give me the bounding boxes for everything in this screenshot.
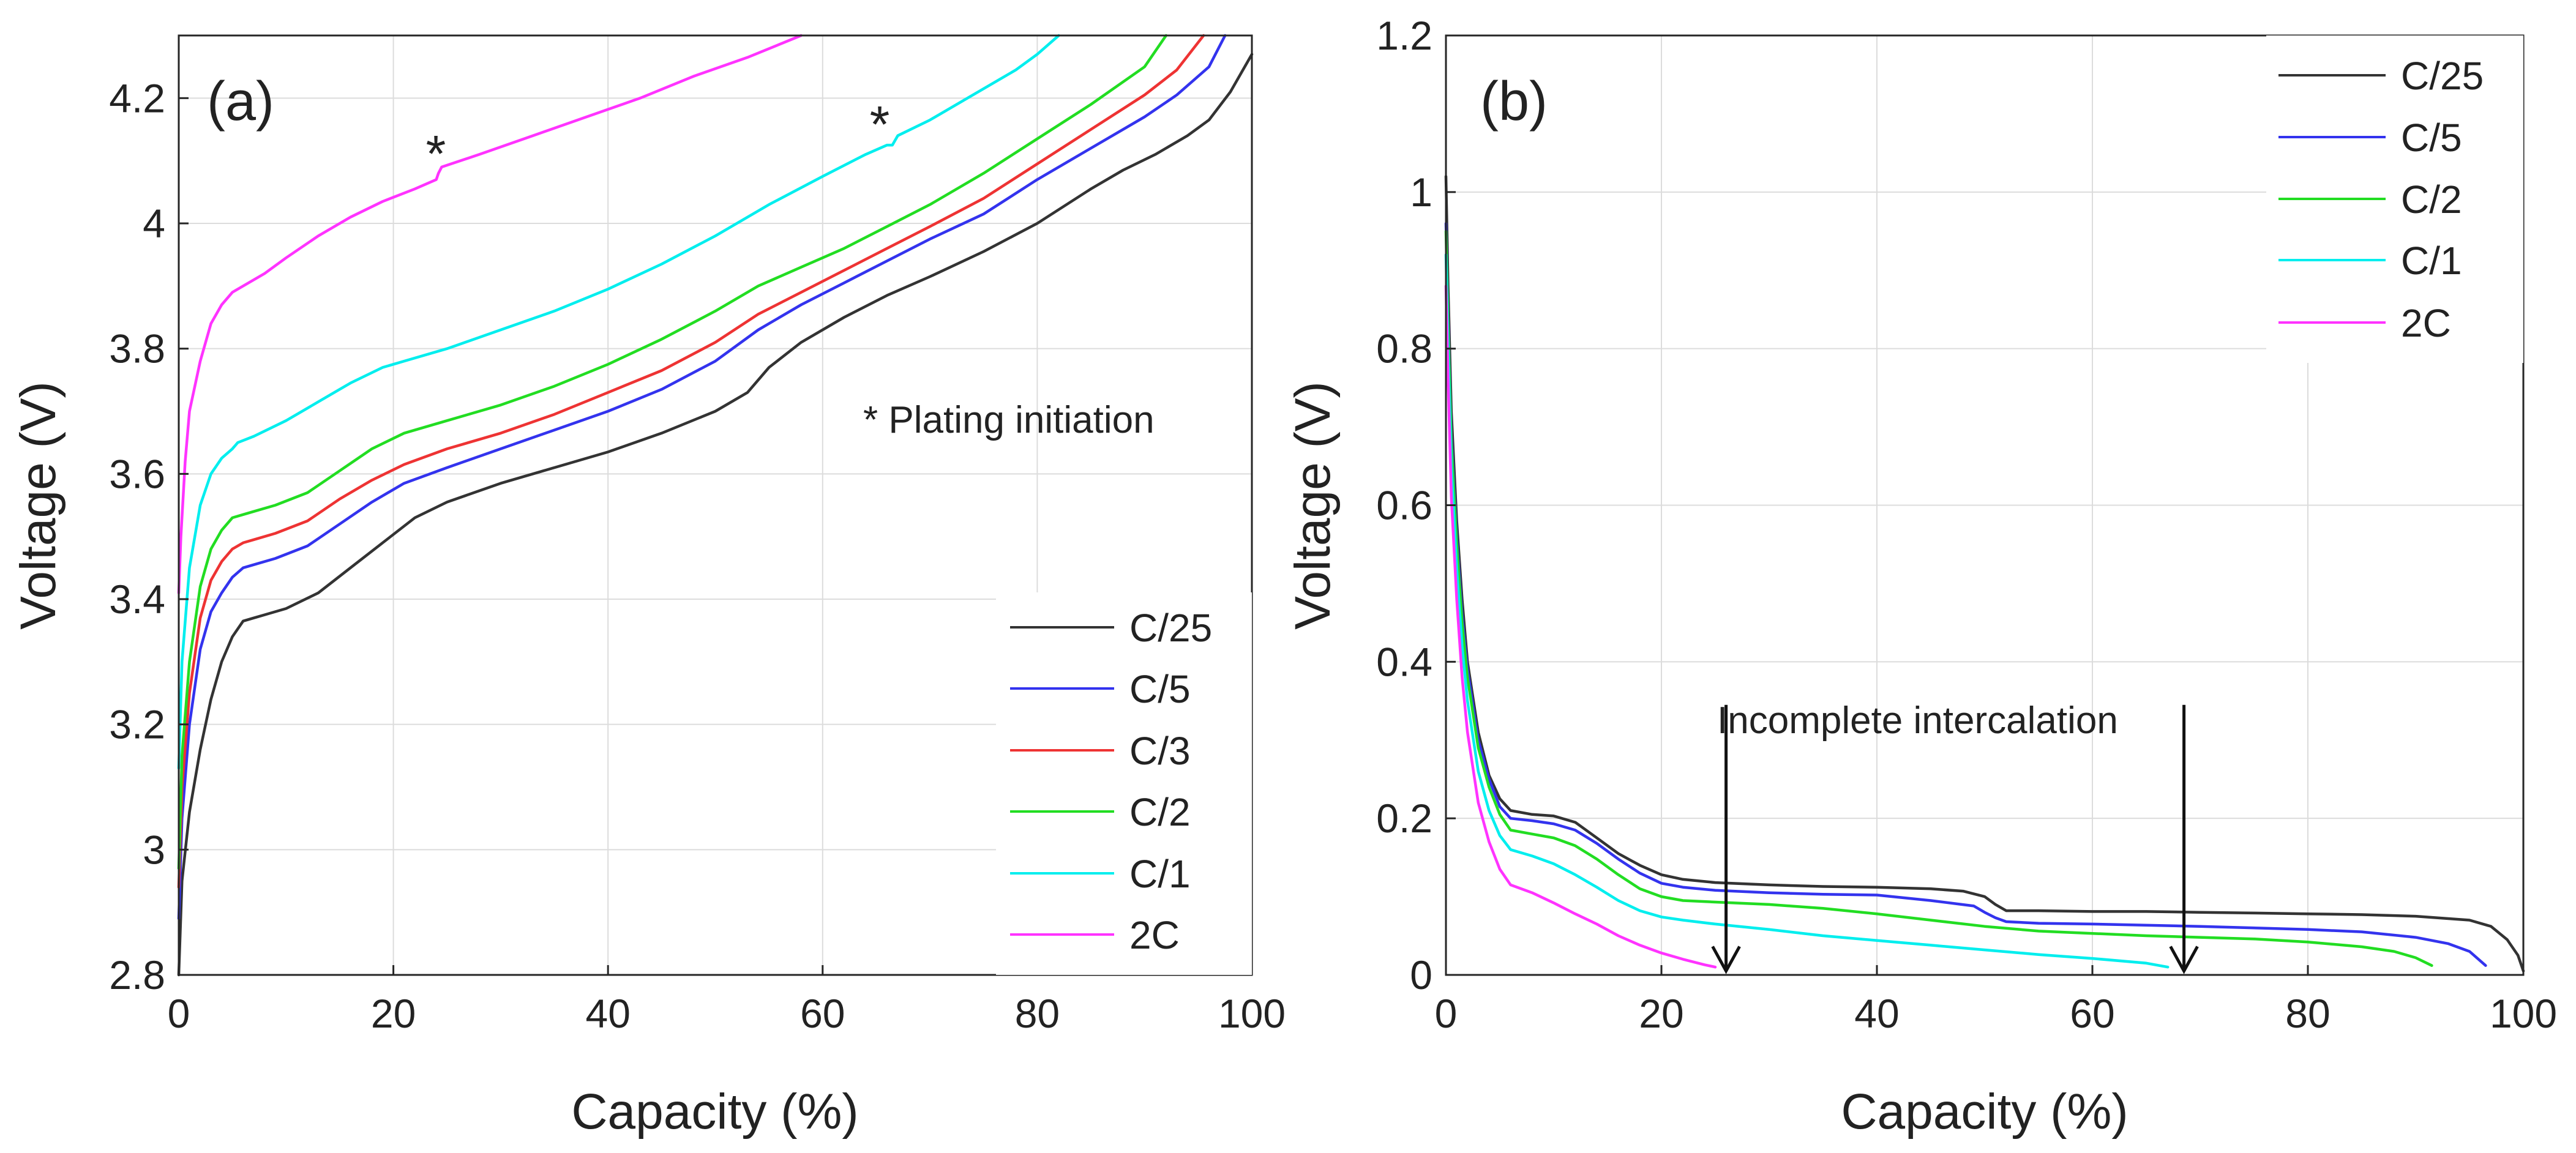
legend-a-label-c3: C/3	[1129, 729, 1191, 773]
panel-b-y-axis-title: Voltage (V)	[1285, 381, 1341, 630]
panel-b-series	[1444, 174, 2525, 972]
panel-b-xtick-label-3: 60	[2070, 991, 2114, 1036]
panel-a-y-axis-title: Voltage (V)	[10, 381, 66, 630]
panel-a-legend: C/25 C/5 C/3 C/2 C/1 2C	[996, 592, 1252, 975]
panel-a-x-axis-title: Capacity (%)	[571, 1084, 858, 1140]
panel-a-label: (a)	[207, 71, 274, 132]
panel-b-x-axis-title: Capacity (%)	[1841, 1084, 2128, 1140]
panel-a-ytick-label-4: 3.6	[109, 451, 165, 496]
panel-b-legend: C/25 C/5 C/2 C/1 2C	[2266, 35, 2523, 363]
panel-b-series-c-1	[1444, 253, 2170, 969]
panel-a-series-c-2	[177, 34, 1168, 870]
panel-b-label: (b)	[1480, 71, 1548, 132]
panel-a-ytick-label-6: 4	[143, 201, 165, 246]
panel-a-series-c-25	[177, 53, 1254, 977]
panel-a-series-c-1	[177, 34, 1060, 770]
panel-b-ytick-label-3: 0.6	[1376, 483, 1432, 528]
legend-b-label-c5: C/5	[2401, 116, 2462, 160]
panel-b-ytick-label-0: 0	[1410, 952, 1432, 998]
panel-b-series-2c	[1444, 285, 1717, 969]
panel-b-ytick-label-6: 1.2	[1376, 13, 1432, 58]
panel-a-xtick-label-4: 80	[1015, 991, 1060, 1036]
legend-a-label-2c: 2C	[1129, 913, 1180, 957]
panel-a-xtick-label-2: 40	[585, 991, 630, 1036]
panel-a-xtick-label-1: 20	[371, 991, 416, 1036]
panel-b-xtick-label-2: 40	[1854, 991, 1899, 1036]
legend-b-label-c2: C/2	[2401, 177, 2462, 222]
panel-b-ytick-label-5: 1	[1410, 170, 1432, 215]
panel-a-ytick-label-3: 3.4	[109, 576, 165, 622]
legend-a-label-c2: C/2	[1129, 790, 1191, 834]
legend-a-label-c5: C/5	[1129, 667, 1191, 711]
panel-b-series-c-25	[1444, 174, 2525, 972]
legend-b-label-c1: C/1	[2401, 239, 2462, 283]
panel-a-ytick-label-0: 2.8	[109, 952, 165, 998]
panel-a-series-2c	[177, 34, 803, 595]
intercalation-arrow-head-0	[1711, 946, 1741, 974]
legend-a-label-c1: C/1	[1129, 852, 1191, 896]
intercalation-arrow-head-1	[2169, 946, 2199, 974]
legend-b-label-c25: C/25	[2401, 54, 2484, 98]
legend-a-label-c25: C/25	[1129, 606, 1212, 650]
panel-a-series-c-5	[177, 34, 1227, 920]
panel-a-ytick-label-2: 3.2	[109, 702, 165, 747]
panel-a-axes-box	[178, 34, 1253, 976]
panel-b-ytick-label-2: 0.4	[1376, 639, 1432, 684]
panel-a-xtick-label-0: 0	[168, 991, 190, 1036]
panel-b-tick-labels: 0 20 40 60 80 100 0 0.2 0.4 0.6 0.8 1 1.2	[1376, 13, 2557, 1036]
plating-marker-2c: *	[426, 125, 446, 182]
panel-a-legend-box	[996, 592, 1252, 975]
panel-b-xtick-label-5: 100	[2490, 991, 2557, 1036]
panel-a-ytick-label-5: 3.8	[109, 326, 165, 371]
panel-a-ytick-label-7: 4.2	[109, 75, 165, 121]
plating-initiation-note: * Plating initiation	[863, 399, 1155, 441]
incomplete-intercalation-note: Incomplete intercalation	[1717, 700, 2118, 742]
panel-b-ytick-label-4: 0.8	[1376, 326, 1432, 371]
panel-a-xtick-label-3: 60	[800, 991, 845, 1036]
panel-b-xtick-label-1: 20	[1639, 991, 1683, 1036]
panel-b-ytick-label-1: 0.2	[1376, 796, 1432, 841]
panel-b-series-c-2	[1444, 229, 2433, 967]
panel-a-series-c-3	[177, 34, 1205, 889]
panel-b-xtick-label-0: 0	[1435, 991, 1458, 1036]
panel-b-xtick-label-4: 80	[2285, 991, 2330, 1036]
panel-a-series	[177, 34, 1254, 977]
plating-marker-c1: *	[870, 95, 890, 153]
legend-b-label-2c: 2C	[2401, 301, 2451, 345]
panel-b-arrows	[1711, 704, 2199, 974]
panel-a-ytick-label-1: 3	[143, 827, 165, 872]
panel-b-discharge-curves: 0 20 40 60 80 100 0 0.2 0.4 0.6 0.8 1 1.2 (b) Capaci…	[1285, 13, 2557, 1140]
panel-a-xtick-label-5: 100	[1218, 991, 1286, 1036]
panel-a-tick-labels: 0 20 40 60 80 100 2.8 3 3.2 3.4 3.6 3.8 4 4.2	[109, 75, 1286, 1036]
panel-a-charge-curves: 0 20 40 60 80 100 2.8 3 3.2 3.4 3.6 3.8 4 4.2 (a) Cap…	[10, 34, 1286, 1140]
